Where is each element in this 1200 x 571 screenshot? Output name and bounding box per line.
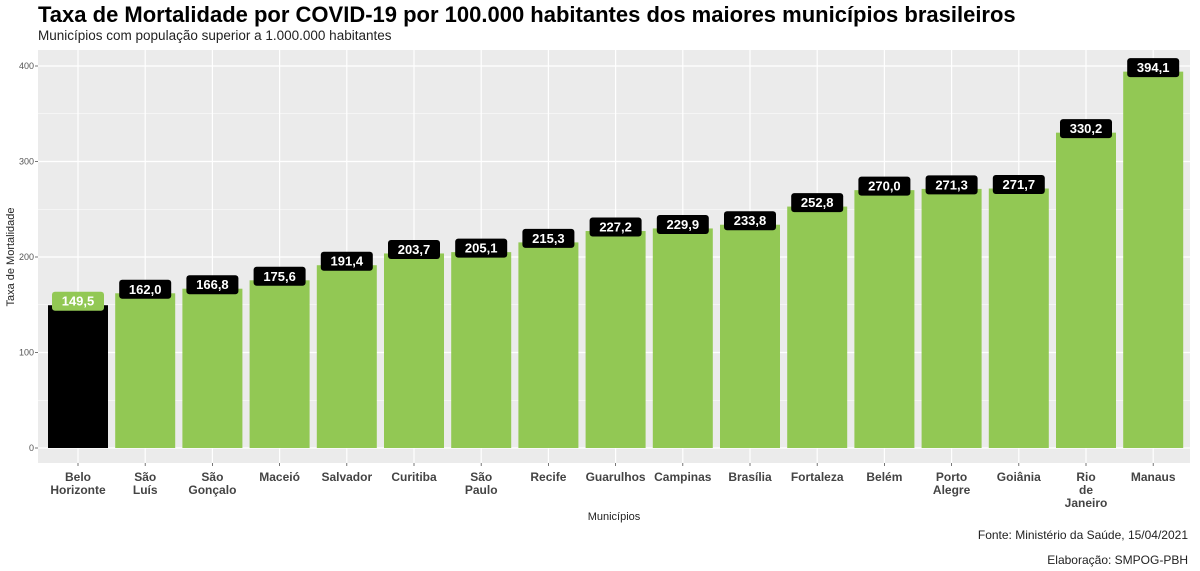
x-tick-label: Belo bbox=[65, 470, 91, 484]
value-label: 252,8 bbox=[801, 195, 834, 210]
x-tick-label: Fortaleza bbox=[791, 470, 844, 484]
bar bbox=[316, 265, 377, 448]
value-label-box bbox=[925, 175, 978, 195]
bar bbox=[787, 206, 848, 448]
value-label: 270,0 bbox=[868, 179, 901, 194]
value-label-box bbox=[858, 176, 911, 196]
bar bbox=[720, 224, 780, 448]
value-label-box bbox=[388, 239, 440, 259]
bar bbox=[249, 280, 310, 448]
x-tick-label: Guarulhos bbox=[586, 470, 646, 484]
bar bbox=[1056, 132, 1116, 448]
value-label: 271,7 bbox=[1003, 177, 1036, 192]
value-label: 175,6 bbox=[263, 269, 296, 284]
x-tick-label: Porto bbox=[936, 470, 967, 484]
bar bbox=[652, 228, 713, 448]
value-label: 330,2 bbox=[1070, 121, 1103, 136]
y-axis-ticks: 0 100 200 300 400 bbox=[19, 61, 38, 453]
x-tick-label: Curitiba bbox=[391, 470, 437, 484]
x-tick-label: Recife bbox=[530, 470, 566, 484]
value-label-box bbox=[119, 279, 172, 299]
value-label: 233,8 bbox=[734, 213, 767, 228]
value-label: 205,1 bbox=[465, 241, 498, 256]
bar bbox=[921, 188, 982, 448]
value-label-box bbox=[1127, 58, 1180, 78]
value-label-box bbox=[724, 211, 776, 231]
value-label: 162,0 bbox=[129, 282, 162, 297]
x-tick-label: Belém bbox=[866, 470, 902, 484]
x-tick-label: Salvador bbox=[321, 470, 372, 484]
value-label: 394,1 bbox=[1137, 60, 1170, 75]
x-tick-label: Paulo bbox=[465, 483, 498, 497]
value-label-box bbox=[253, 266, 306, 286]
bar bbox=[384, 253, 444, 448]
y-axis-title: Taxa de Mortalidade bbox=[5, 207, 17, 306]
x-tick-label: Janeiro bbox=[1065, 496, 1108, 510]
x-tick-label: Gonçalo bbox=[188, 483, 236, 497]
value-label-box bbox=[455, 238, 508, 258]
value-label: 227,2 bbox=[599, 220, 632, 235]
x-tick-label: Rio bbox=[1076, 470, 1095, 484]
chart-subtitle: Municípios com população superior a 1.00… bbox=[38, 28, 392, 43]
value-label-box bbox=[791, 193, 844, 213]
y-tick-label: 200 bbox=[19, 252, 34, 262]
y-tick-label: 300 bbox=[19, 157, 34, 167]
value-label-box bbox=[320, 251, 373, 271]
x-tick-label: São bbox=[134, 470, 156, 484]
value-label: 229,9 bbox=[667, 217, 700, 232]
value-label-box bbox=[992, 175, 1045, 195]
value-labels: 149,5 162,0 166,8 175,6 191,4 203,7 205,1 215,3… bbox=[52, 58, 1180, 311]
y-tick-label: 0 bbox=[29, 443, 34, 453]
bar bbox=[988, 188, 1049, 449]
x-tick-label: Horizonte bbox=[50, 483, 106, 497]
bar bbox=[115, 293, 176, 448]
x-tick-label: Campinas bbox=[654, 470, 712, 484]
y-tick-label: 100 bbox=[19, 348, 34, 358]
chart-title: Taxa de Mortalidade por COVID-19 por 100… bbox=[38, 2, 1016, 27]
value-label: 191,4 bbox=[331, 254, 364, 269]
bars bbox=[48, 71, 1184, 449]
bar bbox=[518, 242, 579, 448]
bar bbox=[451, 252, 512, 448]
value-label-box bbox=[52, 291, 104, 311]
x-axis-title: Municípios bbox=[588, 511, 641, 523]
bar bbox=[182, 288, 243, 448]
x-tick-label: Brasília bbox=[728, 470, 772, 484]
bar bbox=[585, 231, 646, 448]
x-tick-label: Maceió bbox=[259, 470, 300, 484]
value-label: 271,3 bbox=[935, 177, 968, 192]
value-label: 149,5 bbox=[62, 294, 95, 309]
x-tick-label: São bbox=[201, 470, 223, 484]
bar bbox=[1123, 71, 1184, 449]
bar bbox=[48, 305, 108, 448]
source-note: Fonte: Ministério da Saúde, 15/04/2021 bbox=[977, 528, 1188, 542]
value-label-box bbox=[186, 275, 239, 295]
x-tick-label: Goiânia bbox=[997, 470, 1041, 484]
value-label: 203,7 bbox=[398, 242, 431, 257]
x-tick-label: de bbox=[1079, 483, 1093, 497]
bar bbox=[854, 190, 915, 448]
value-label: 166,8 bbox=[196, 277, 229, 292]
y-tick-label: 400 bbox=[19, 61, 34, 71]
value-label: 215,3 bbox=[532, 231, 565, 246]
value-label-box bbox=[522, 228, 575, 248]
x-tick-label: São bbox=[470, 470, 492, 484]
credit-note: Elaboração: SMPOG-PBH bbox=[1047, 553, 1188, 567]
x-tick-label: Manaus bbox=[1131, 470, 1176, 484]
value-label-box bbox=[1060, 119, 1112, 139]
x-tick-label: Alegre bbox=[933, 483, 971, 497]
value-label-box bbox=[656, 214, 709, 234]
value-label-box bbox=[589, 217, 642, 237]
x-tick-label: Luís bbox=[133, 483, 158, 497]
